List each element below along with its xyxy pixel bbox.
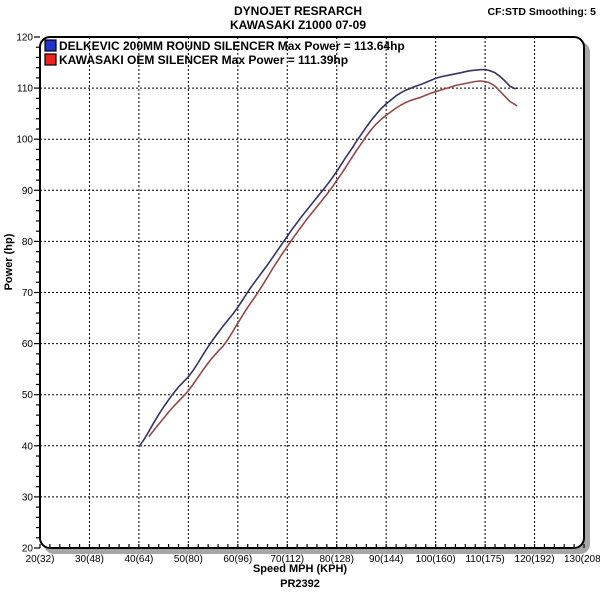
power-curve-delkevic — [138, 68, 518, 448]
legend-label-delkevic: DELKEVIC 200MM ROUND SILENCER Max Power … — [59, 39, 405, 53]
y-tick-label: 110 — [17, 84, 33, 95]
x-tick-label: 120(192) — [515, 554, 555, 565]
x-axis-title: Speed MPH (KPH) — [253, 563, 347, 575]
legend-label-oem: KAWASAKI OEM SILENCER Max Power = 111.39… — [59, 53, 348, 67]
power-curves — [138, 68, 518, 448]
chart-title: DYNOJET RESRARCH — [234, 4, 362, 18]
x-tick-labels: 20(32) 30(48) 40(64) 50(80) 60(96) 70(112) 80(… — [26, 554, 600, 565]
x-tick-label: 70(112) — [270, 554, 304, 565]
x-tick-label: 40(64) — [124, 554, 153, 565]
y-tick-label: 100 — [16, 135, 33, 146]
y-tick-label: 60 — [22, 339, 34, 350]
y-tick-label: 40 — [22, 441, 34, 452]
gridlines — [40, 37, 584, 548]
y-tick-label: 70 — [22, 288, 34, 299]
x-tick-label: 60(96) — [223, 554, 252, 565]
y-tick-label: 20 — [22, 544, 34, 555]
x-tick-label: 110(175) — [465, 554, 504, 565]
y-tick-label: 50 — [22, 390, 34, 401]
power-curve-oem — [148, 80, 518, 438]
x-tick-label: 50(80) — [174, 554, 203, 565]
y-tick-label: 80 — [22, 237, 34, 248]
x-tick-label: 80(128) — [319, 554, 353, 565]
legend-swatch-delkevic — [44, 39, 57, 52]
y-tick-label: 120 — [16, 33, 33, 44]
y-tick-label: 90 — [22, 186, 34, 197]
x-tick-label: 130(208) — [564, 554, 600, 565]
x-tick-label: 20(32) — [26, 554, 55, 565]
smoothing-label: CF:STD Smoothing: 5 — [488, 6, 597, 18]
axis-ticks — [34, 36, 585, 549]
legend: DELKEVIC 200MM ROUND SILENCER Max Power … — [44, 39, 405, 67]
legend-swatch-oem — [44, 53, 57, 66]
run-id-label: PR2392 — [280, 578, 320, 590]
x-tick-label: 100(160) — [416, 554, 456, 565]
chart-subtitle: KAWASAKI Z1000 07-09 — [230, 18, 366, 32]
y-tick-label: 30 — [22, 492, 34, 503]
y-tick-labels: 20 30 40 50 60 70 80 90 100 110 120 — [16, 33, 33, 555]
x-tick-label: 90(144) — [369, 554, 403, 565]
x-tick-label: 30(48) — [75, 554, 104, 565]
y-axis-title: Power (hp) — [3, 233, 15, 290]
